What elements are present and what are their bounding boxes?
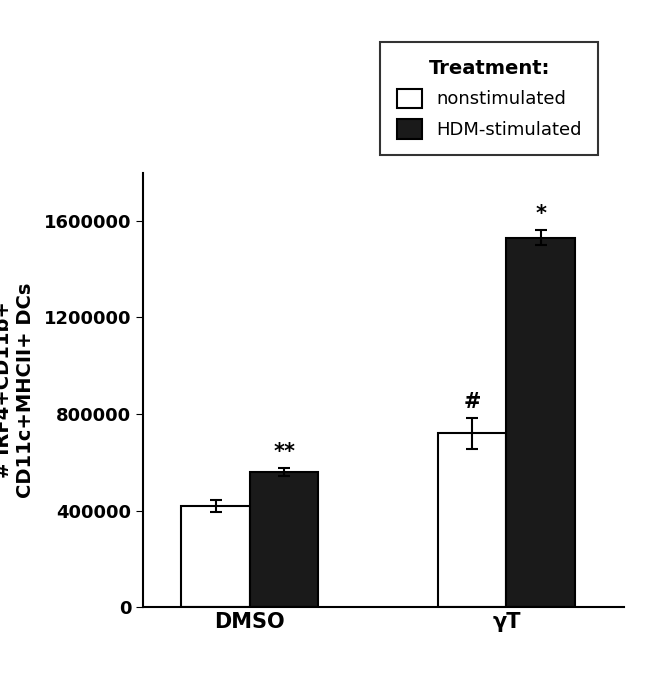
- Bar: [506, 237, 575, 607]
- Text: *: *: [535, 204, 546, 224]
- Bar: [181, 506, 250, 607]
- Y-axis label: # IRF4+CD11b+
CD11c+MHCII+ DCs: # IRF4+CD11b+ CD11c+MHCII+ DCs: [0, 282, 35, 497]
- Legend: nonstimulated, HDM-stimulated: nonstimulated, HDM-stimulated: [380, 42, 598, 155]
- Text: **: **: [273, 442, 295, 462]
- Bar: [438, 433, 506, 607]
- Text: #: #: [463, 392, 481, 411]
- Bar: [250, 472, 318, 607]
